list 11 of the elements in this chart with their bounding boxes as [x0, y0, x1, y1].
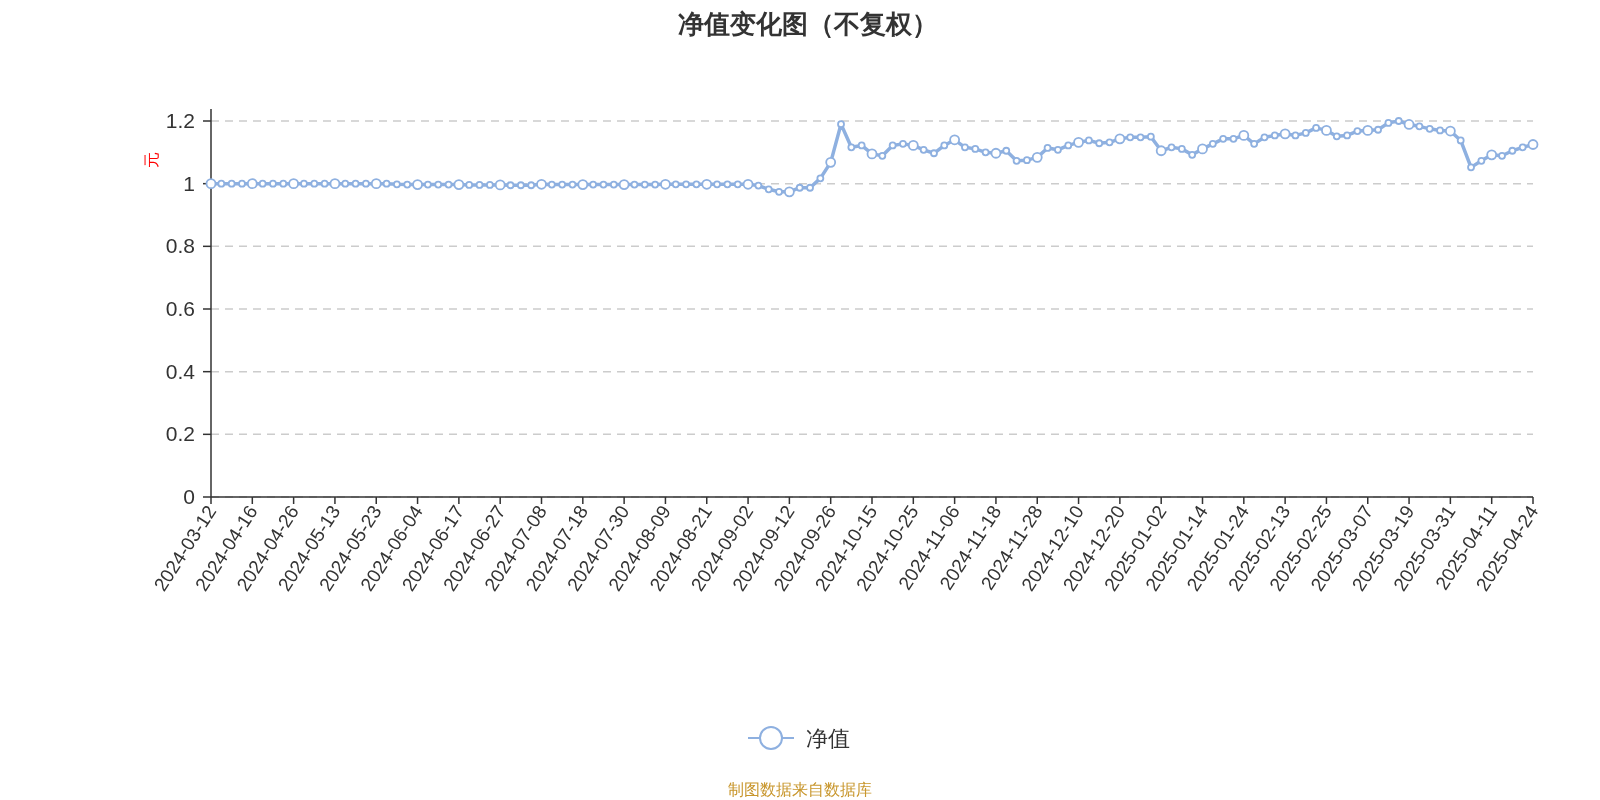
chart-title: 净值变化图（不复权） — [678, 9, 938, 39]
y-tick-label: 0 — [183, 485, 195, 508]
y-axis-title: 元 — [143, 152, 160, 168]
y-tick-label: 1 — [183, 171, 195, 195]
y-tick-label: 0.6 — [165, 297, 195, 320]
y-tick-label: 0.2 — [165, 422, 195, 446]
y-tick-label: 1.2 — [165, 109, 195, 132]
y-tick-label: 0.4 — [165, 359, 196, 383]
text: 制图数据来自数据库 — [728, 781, 872, 798]
legend-label: 净值 — [806, 726, 850, 751]
y-tick-label: 0.8 — [165, 234, 195, 258]
